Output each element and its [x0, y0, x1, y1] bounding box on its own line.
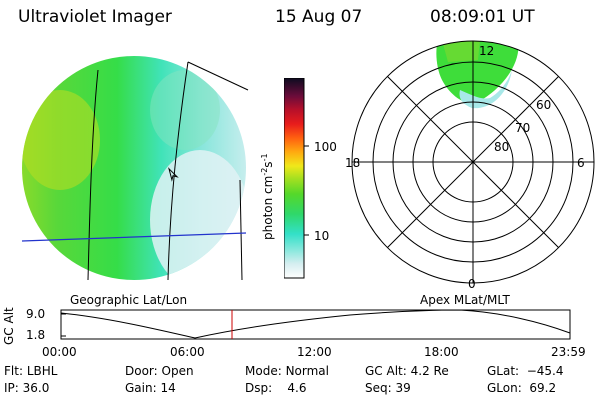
longitude-line	[87, 69, 99, 281]
dsp-info: Dsp: 4.6	[245, 381, 307, 395]
glat-info: GLat: −45.4	[487, 364, 564, 378]
mlt-label-12: 12	[479, 44, 494, 58]
satellite-icon	[168, 167, 179, 182]
mlat-label-80: 80	[494, 140, 509, 154]
mlat-label-60: 60	[536, 98, 551, 112]
altitude-plot	[60, 309, 571, 340]
colorbar-tick-100: 100	[314, 140, 337, 154]
altitude-ytick-high: 9.0	[26, 307, 46, 321]
colorbar-tick-10: 10	[314, 229, 330, 243]
door-info: Door: Open	[125, 364, 194, 378]
mlt-label-18: 18	[345, 156, 360, 170]
header-date: 15 Aug 07	[275, 7, 363, 27]
mode-info: Mode: Normal	[245, 364, 329, 378]
altitude-ytick-low: 1.8	[26, 328, 46, 342]
altitude-plot-frame	[60, 309, 571, 340]
altitude-curve	[60, 309, 571, 339]
flt-info: Flt: LBHL	[4, 364, 58, 378]
seq-info: Seq: 39	[365, 381, 411, 395]
globe-disc	[22, 56, 246, 280]
geographic-image	[21, 56, 249, 281]
gain-info: Gain: 14	[125, 381, 176, 395]
altitude-xtick: 00:00	[42, 345, 77, 359]
equator-line	[21, 232, 247, 242]
colorbar	[284, 78, 309, 279]
polar-aurora	[436, 41, 519, 109]
altitude-xtick: 23:59	[551, 345, 586, 359]
mlt-label-0: 0	[468, 277, 476, 291]
apex-panel-label: Apex MLat/MLT	[420, 293, 510, 307]
mlt-label-6: 6	[577, 156, 585, 170]
gcalt-info: GC Alt: 4.2 Re	[365, 364, 449, 378]
app-title: Ultraviolet Imager	[18, 7, 172, 27]
longitude-line	[167, 61, 189, 281]
glon-info: GLon: 69.2	[487, 381, 557, 395]
mlat-label-70: 70	[515, 121, 530, 135]
header-time: 08:09:01 UT	[430, 7, 535, 27]
geographic-panel-label: Geographic Lat/Lon	[70, 293, 188, 307]
latitude-line	[187, 61, 249, 91]
altitude-xtick: 06:00	[170, 345, 205, 359]
longitude-line	[239, 179, 243, 281]
ip-info: IP: 36.0	[4, 381, 50, 395]
polar-plot: 12 18 6 0 60 70 80	[345, 40, 595, 291]
altitude-xtick: 18:00	[424, 345, 459, 359]
altitude-xtick: 12:00	[297, 345, 332, 359]
